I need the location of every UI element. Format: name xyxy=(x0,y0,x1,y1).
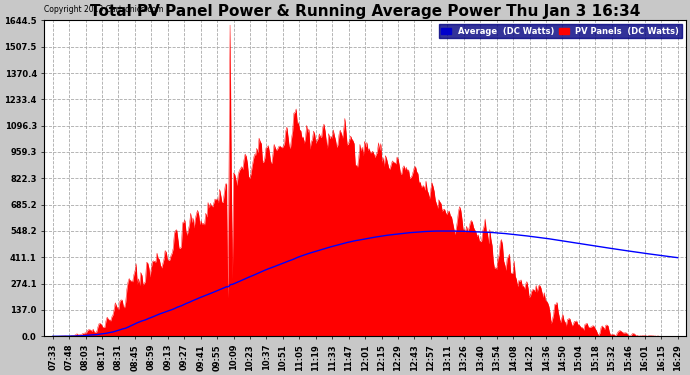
Legend: Average  (DC Watts), PV Panels  (DC Watts): Average (DC Watts), PV Panels (DC Watts) xyxy=(439,24,682,39)
Text: Copyright 2013 Cartronics.com: Copyright 2013 Cartronics.com xyxy=(44,5,164,14)
Title: Total PV Panel Power & Running Average Power Thu Jan 3 16:34: Total PV Panel Power & Running Average P… xyxy=(90,4,640,19)
